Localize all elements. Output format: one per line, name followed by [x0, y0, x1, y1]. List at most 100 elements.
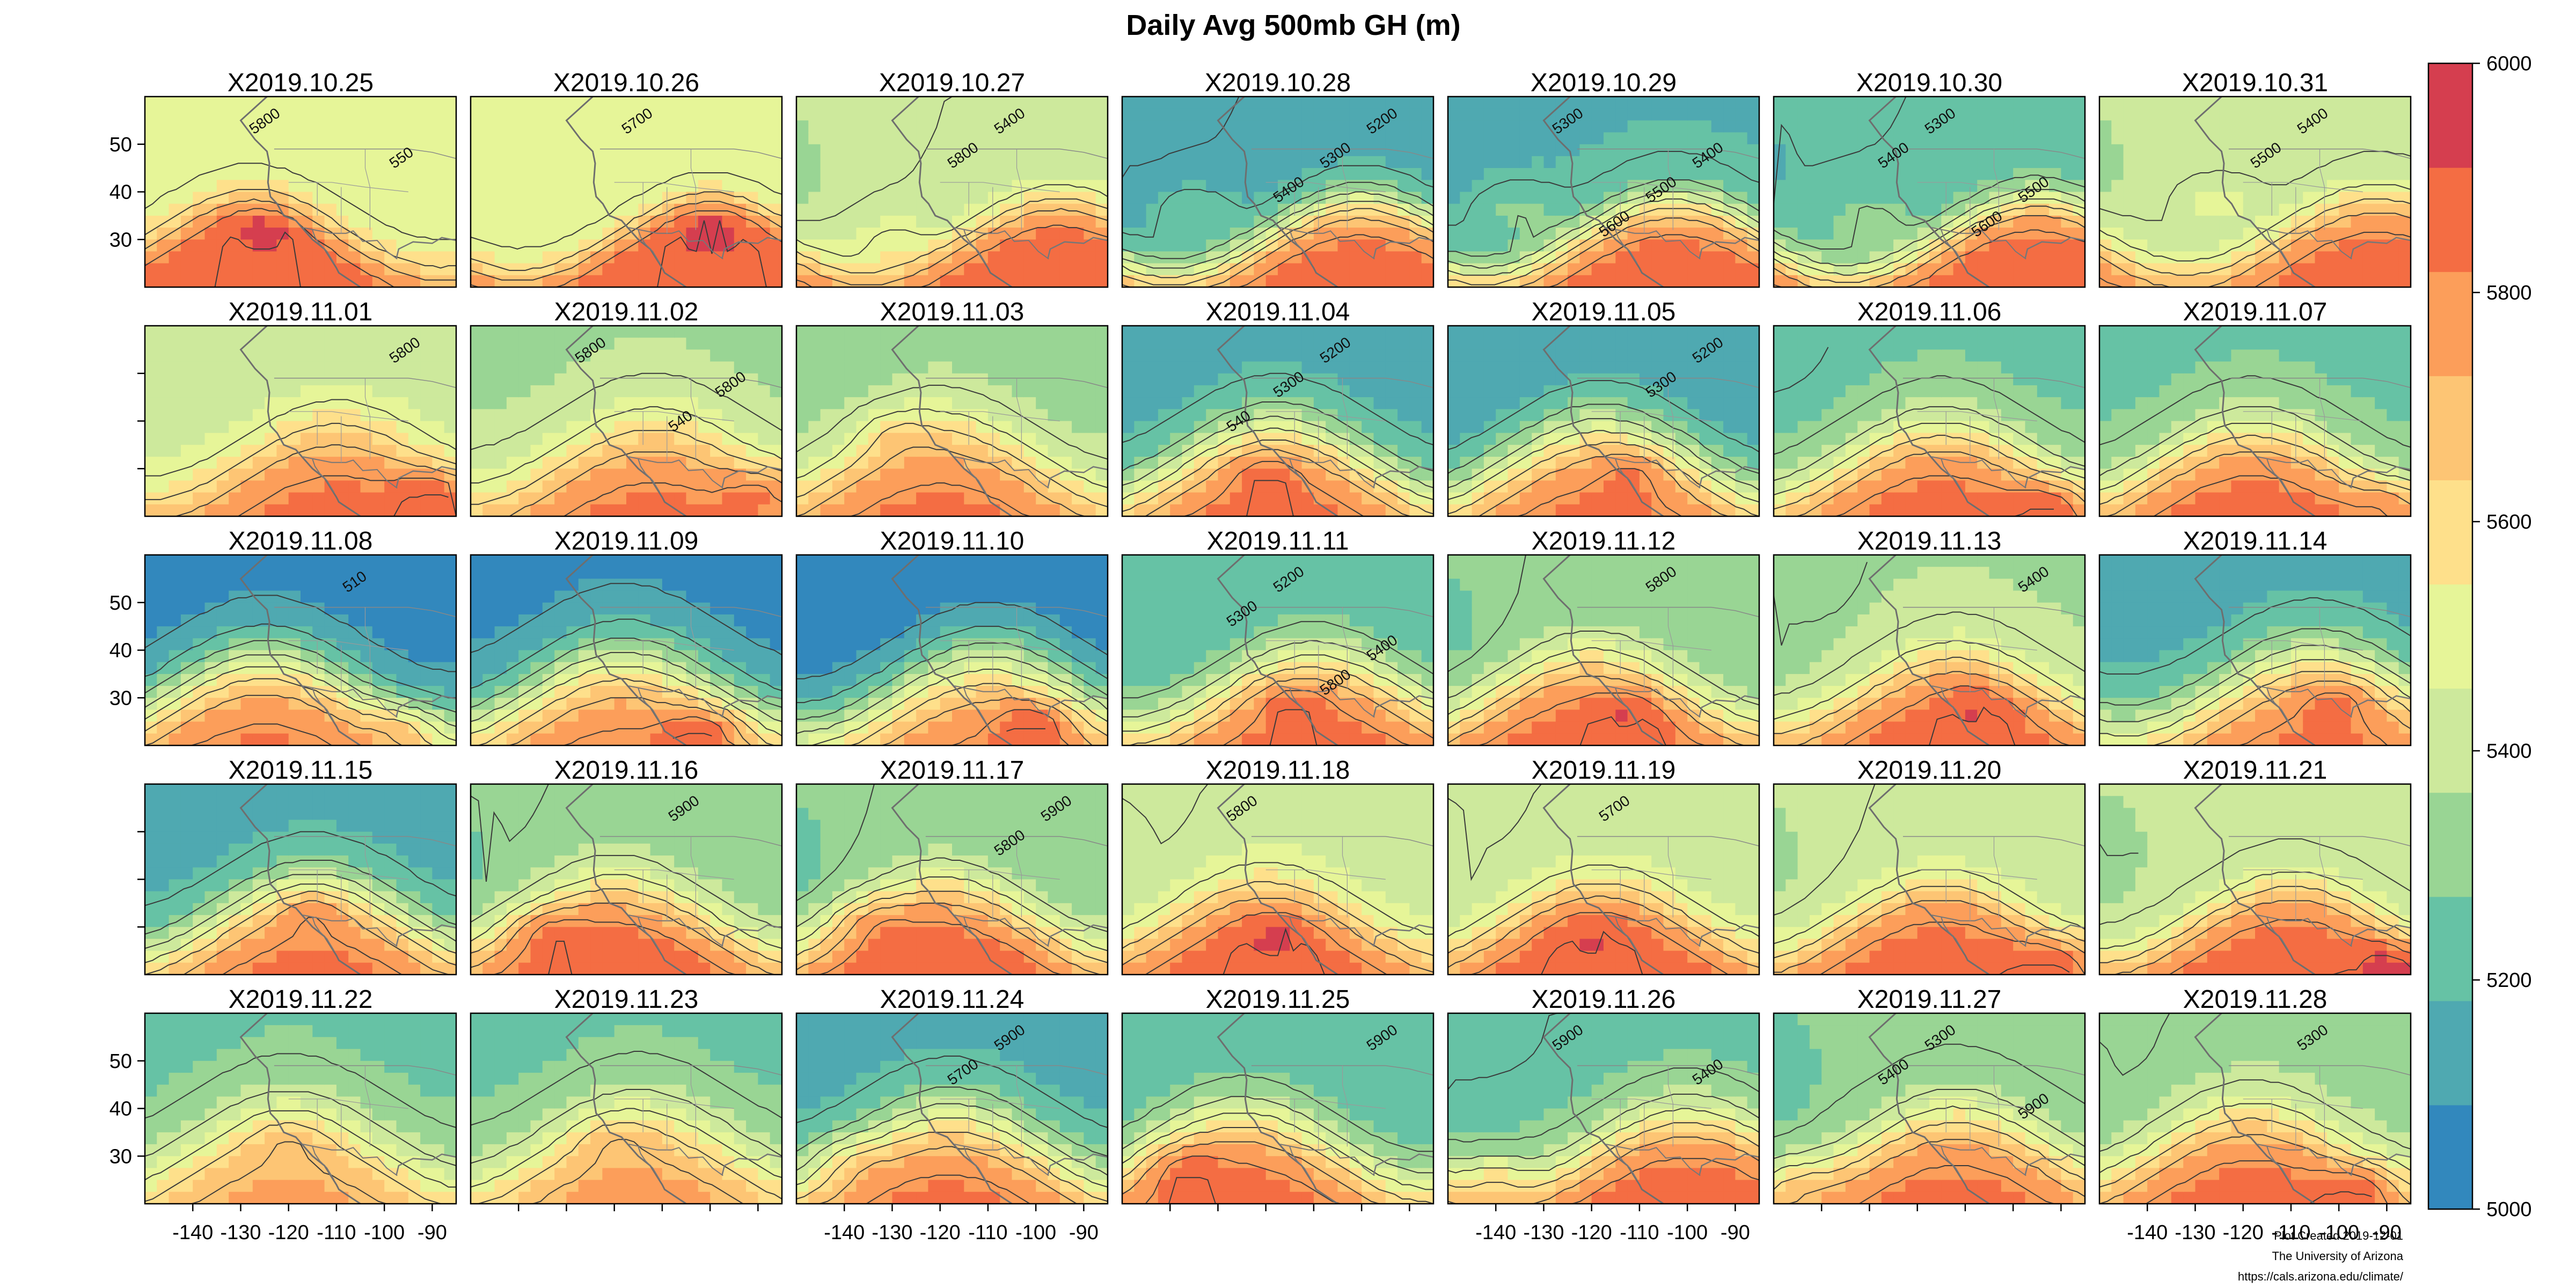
grid-cell [590, 132, 603, 145]
grid-cell [2290, 144, 2303, 157]
contour-line [2099, 151, 2411, 221]
grid-cell [1230, 469, 1242, 481]
grid-cell [2207, 203, 2220, 216]
grid-cell [1072, 349, 1085, 362]
grid-cell [844, 338, 857, 350]
grid-cell [276, 492, 289, 505]
grid-cell [360, 239, 373, 252]
grid-cell [518, 215, 531, 228]
coastline [628, 456, 723, 489]
grid-cell [650, 338, 663, 350]
grid-cell [1134, 120, 1147, 133]
grid-cell [2219, 168, 2232, 181]
grid-cell [229, 132, 241, 145]
grid-cell [1519, 144, 1532, 157]
panel-frame [470, 325, 783, 517]
grid-cell [471, 326, 484, 338]
grid-cell [530, 263, 543, 276]
grid-cell [1496, 338, 1509, 350]
coastline [1280, 227, 1375, 260]
grid-cell [1385, 156, 1398, 169]
grid-cell [482, 251, 495, 264]
grid-cell [1905, 180, 1918, 193]
grid-cell [1483, 444, 1496, 457]
grid-cell [1084, 338, 1096, 350]
grid-cell [1687, 180, 1700, 193]
grid-cell [1747, 192, 1759, 204]
grid-cell [229, 504, 241, 516]
grid-cell [1362, 120, 1374, 133]
grid-cell [844, 239, 857, 252]
coastline [638, 230, 661, 264]
contour-line [1774, 215, 2085, 287]
grid-cell [1326, 215, 1338, 228]
grid-cell [1555, 228, 1568, 240]
grid-cell [554, 361, 567, 374]
grid-cell [1496, 108, 1509, 121]
grid-cell [444, 421, 456, 434]
grid-cell [916, 97, 929, 109]
grid-cell [987, 409, 1000, 422]
grid-cell [770, 263, 782, 276]
grid-cell [1349, 361, 1362, 374]
grid-cell [1036, 228, 1049, 240]
grid-cell [952, 97, 965, 109]
grid-cell [686, 349, 699, 362]
grid-cell [964, 397, 977, 410]
grid-cell [145, 373, 158, 386]
grid-cell [1278, 373, 1291, 386]
grid-cell [1917, 156, 1930, 169]
grid-cell [324, 385, 337, 398]
grid-cell [1313, 361, 1326, 374]
grid-cell [1265, 433, 1278, 445]
grid-cell [2049, 132, 2062, 145]
grid-cell [856, 251, 869, 264]
grid-cell [518, 144, 531, 157]
grid-cell [348, 433, 361, 445]
grid-cell [288, 263, 301, 276]
grid-cell [1397, 156, 1410, 169]
grid-cell [614, 504, 627, 516]
grid-cell [1953, 180, 1966, 193]
grid-cell [1543, 444, 1556, 457]
grid-cell [301, 156, 313, 169]
grid-cell [193, 108, 206, 121]
grid-cell [590, 480, 603, 493]
grid-cell [928, 385, 941, 398]
grid-cell [169, 228, 181, 240]
grid-cell [1301, 385, 1314, 398]
grid-cell [2326, 251, 2339, 264]
grid-cell [1000, 120, 1013, 133]
grid-cell [482, 108, 495, 121]
grid-cell [1448, 421, 1461, 434]
geography [2194, 97, 2411, 287]
grid-cell [288, 120, 301, 133]
grid-cell [2315, 263, 2328, 276]
grid-cell [204, 385, 217, 398]
grid-cell [2147, 156, 2160, 169]
grid-cell [916, 108, 929, 121]
grid-cell [518, 156, 531, 169]
grid-cell [928, 108, 941, 121]
grid-cell [554, 409, 567, 422]
grid-cell [1170, 421, 1183, 434]
grid-cell [1265, 349, 1278, 362]
grid-cell [396, 144, 409, 157]
grid-cell [1012, 444, 1024, 457]
grid-cell [796, 132, 809, 145]
grid-cell [1023, 409, 1036, 422]
grid-cell [722, 215, 735, 228]
grid-cell [240, 373, 253, 386]
grid-cell [169, 251, 181, 264]
grid-cell [1122, 326, 1135, 338]
grid-cell [638, 409, 651, 422]
grid-cell [229, 144, 241, 157]
grid-cell [1699, 108, 1712, 121]
grid-cell [1326, 361, 1338, 374]
grid-cell [229, 397, 241, 410]
grid-cell [1809, 180, 1822, 193]
grid-cell [1857, 228, 1870, 240]
grid-cell [1036, 326, 1049, 338]
grid-cell [602, 338, 615, 350]
grid-cell [1507, 492, 1520, 505]
